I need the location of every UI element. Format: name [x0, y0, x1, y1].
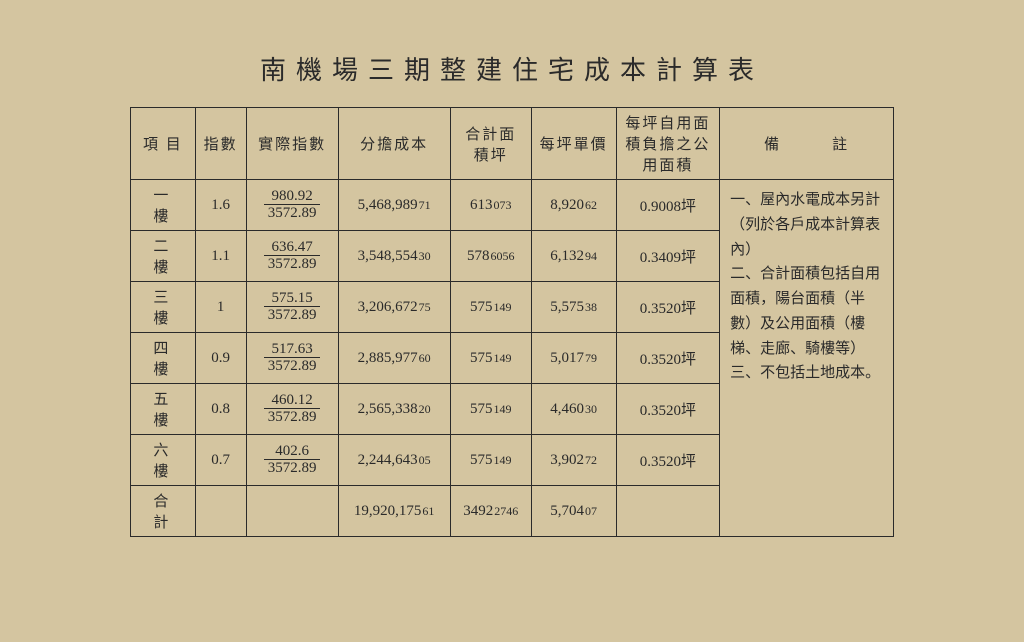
- cell-unit: 5,57538: [531, 282, 616, 333]
- cell-area: 575149: [450, 282, 531, 333]
- header-public-area: 每坪自用面積負擔之公用面積: [616, 108, 719, 180]
- cell-floor: 四 樓: [131, 333, 196, 384]
- fraction-denominator: 3572.89: [264, 307, 321, 324]
- cell-index: 0.9: [195, 333, 246, 384]
- cell-area: 575149: [450, 333, 531, 384]
- fraction: 980.923572.89: [264, 188, 321, 222]
- cell-floor: 二 樓: [131, 231, 196, 282]
- fraction-numerator: 980.92: [264, 188, 321, 206]
- cell-area: 575149: [450, 435, 531, 486]
- cell-cost: 5,468,98971: [338, 180, 450, 231]
- table-row: 一 樓1.6 980.923572.89 5,468,989716130738,92…: [131, 180, 894, 231]
- cell-total-area: 34922746: [450, 486, 531, 537]
- header-unit-price: 每坪單價: [531, 108, 616, 180]
- cell-actual-index: 980.923572.89: [246, 180, 338, 231]
- cell-public-area: 0.3520坪: [616, 333, 719, 384]
- fraction-denominator: 3572.89: [264, 460, 321, 477]
- notes-cell: 一、屋內水電成本另計（列於各戶成本計算表內）二、合計面積包括自用面積，陽台面積（…: [720, 180, 894, 537]
- cell-public-area: 0.3520坪: [616, 435, 719, 486]
- fraction-numerator: 575.15: [264, 290, 321, 308]
- header-actual-index: 實際指數: [246, 108, 338, 180]
- header-shared-cost: 分擔成本: [338, 108, 450, 180]
- cell-empty: [195, 486, 246, 537]
- cell-unit: 8,92062: [531, 180, 616, 231]
- cell-area: 5786056: [450, 231, 531, 282]
- page-container: 南機場三期整建住宅成本計算表 項 目 指數 實際指數 分擔成本 合計面積坪 每坪…: [0, 0, 1024, 577]
- cell-actual-index: 402.63572.89: [246, 435, 338, 486]
- cell-total-label: 合 計: [131, 486, 196, 537]
- cell-area: 613073: [450, 180, 531, 231]
- cell-cost: 3,548,55430: [338, 231, 450, 282]
- cost-table: 項 目 指數 實際指數 分擔成本 合計面積坪 每坪單價 每坪自用面積負擔之公用面…: [130, 107, 894, 537]
- cell-public-area: 0.9008坪: [616, 180, 719, 231]
- cell-total-cost: 19,920,17561: [338, 486, 450, 537]
- cell-floor: 六 樓: [131, 435, 196, 486]
- cell-actual-index: 460.123572.89: [246, 384, 338, 435]
- cell-public-area: 0.3520坪: [616, 282, 719, 333]
- cell-actual-index: 636.473572.89: [246, 231, 338, 282]
- cell-floor: 五 樓: [131, 384, 196, 435]
- fraction: 402.63572.89: [264, 443, 321, 477]
- cell-floor: 一 樓: [131, 180, 196, 231]
- fraction: 460.123572.89: [264, 392, 321, 426]
- cell-cost: 2,565,33820: [338, 384, 450, 435]
- header-index: 指數: [195, 108, 246, 180]
- cell-public-area: 0.3520坪: [616, 384, 719, 435]
- fraction-denominator: 3572.89: [264, 256, 321, 273]
- cell-index: 0.8: [195, 384, 246, 435]
- cell-public-area: 0.3409坪: [616, 231, 719, 282]
- fraction-denominator: 3572.89: [264, 205, 321, 222]
- cell-empty: [246, 486, 338, 537]
- fraction: 636.473572.89: [264, 239, 321, 273]
- note-3: 三、不包括土地成本。: [730, 361, 883, 386]
- note-1: 一、屋內水電成本另計（列於各戶成本計算表內）: [730, 188, 883, 262]
- cell-empty: [616, 486, 719, 537]
- cell-cost: 2,885,97760: [338, 333, 450, 384]
- header-item: 項 目: [131, 108, 196, 180]
- cell-unit: 6,13294: [531, 231, 616, 282]
- page-title: 南機場三期整建住宅成本計算表: [130, 50, 894, 87]
- fraction-numerator: 402.6: [264, 443, 321, 461]
- fraction-numerator: 636.47: [264, 239, 321, 257]
- cell-unit: 5,01779: [531, 333, 616, 384]
- header-total-area: 合計面積坪: [450, 108, 531, 180]
- fraction-denominator: 3572.89: [264, 358, 321, 375]
- note-2: 二、合計面積包括自用面積，陽台面積（半數）及公用面積（樓梯、走廊、騎樓等）: [730, 262, 883, 361]
- cell-actual-index: 575.153572.89: [246, 282, 338, 333]
- cell-actual-index: 517.633572.89: [246, 333, 338, 384]
- cell-area: 575149: [450, 384, 531, 435]
- table-body: 一 樓1.6980.923572.895,468,989716130738,92…: [131, 180, 894, 537]
- cell-index: 1: [195, 282, 246, 333]
- cell-cost: 2,244,64305: [338, 435, 450, 486]
- cell-index: 0.7: [195, 435, 246, 486]
- header-row: 項 目 指數 實際指數 分擔成本 合計面積坪 每坪單價 每坪自用面積負擔之公用面…: [131, 108, 894, 180]
- fraction-numerator: 460.12: [264, 392, 321, 410]
- cell-cost: 3,206,67275: [338, 282, 450, 333]
- cell-index: 1.6: [195, 180, 246, 231]
- header-notes: 備 註: [720, 108, 894, 180]
- cell-unit: 3,90272: [531, 435, 616, 486]
- cell-index: 1.1: [195, 231, 246, 282]
- cell-unit: 4,46030: [531, 384, 616, 435]
- fraction-denominator: 3572.89: [264, 409, 321, 426]
- fraction: 517.633572.89: [264, 341, 321, 375]
- fraction-numerator: 517.63: [264, 341, 321, 359]
- cell-floor: 三 樓: [131, 282, 196, 333]
- cell-total-unit: 5,70407: [531, 486, 616, 537]
- fraction: 575.153572.89: [264, 290, 321, 324]
